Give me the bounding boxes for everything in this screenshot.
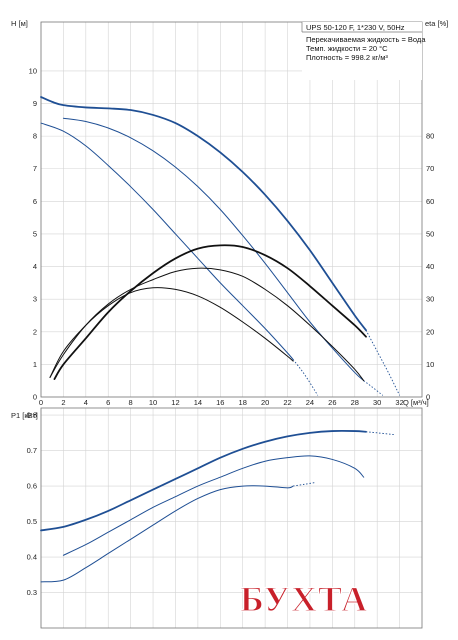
- y-tick-label: 0: [33, 393, 37, 402]
- y-tick-label: 1: [33, 360, 37, 369]
- x-tick-label: 6: [106, 398, 110, 407]
- density-info: Плотность = 998.2 кг/м³: [306, 53, 388, 62]
- x-tick-label: 26: [328, 398, 336, 407]
- x-tick-label: 32: [395, 398, 403, 407]
- eta-tick-label: 70: [426, 164, 434, 173]
- power-tick-label: 0.3: [27, 588, 37, 597]
- eta-tick-label: 30: [426, 295, 434, 304]
- power-curve-extension: [293, 482, 316, 487]
- power-curve: [62, 455, 365, 556]
- x-tick-label: 10: [149, 398, 157, 407]
- x-tick-label: 14: [194, 398, 202, 407]
- y-tick-label: 5: [33, 229, 37, 238]
- power-curve-extension: [365, 431, 395, 436]
- eta-tick-label: 60: [426, 197, 434, 206]
- x-tick-label: 28: [351, 398, 359, 407]
- power-curve: [40, 485, 294, 583]
- pump-model: UPS 50-120 F, 1*230 V, 50Hz: [306, 23, 405, 32]
- power-axis-label: P1 [кВт]: [11, 411, 38, 420]
- x-tick-label: 0: [39, 398, 43, 407]
- power-tick-label: 0.5: [27, 517, 37, 526]
- head-curve-extension: [292, 359, 319, 396]
- y-tick-label: 8: [33, 132, 37, 141]
- x-tick-label: 20: [261, 398, 269, 407]
- x-axis-label: Q [м³/ч]: [403, 398, 429, 407]
- liquid-info: Перекачиваемая жидкость = Вода: [306, 35, 426, 44]
- power-axis-ticks: 0.3 0.4 0.5 0.6 0.7 0.8: [27, 411, 37, 597]
- power-tick-label: 0.8: [27, 411, 37, 420]
- watermark-text: БУХТА: [240, 579, 368, 619]
- head-curve-extension: [365, 329, 400, 396]
- y-tick-label: 9: [33, 99, 37, 108]
- x-tick-label: 8: [129, 398, 133, 407]
- x-tick-label: 30: [373, 398, 381, 407]
- efficiency-curve: [49, 287, 294, 378]
- y-tick-label: 3: [33, 295, 37, 304]
- eta-axis-label: eta [%]: [425, 19, 448, 28]
- temperature-info: Темп. жидкости = 20 °C: [306, 44, 388, 53]
- eta-tick-label: 40: [426, 262, 434, 271]
- eta-tick-label: 80: [426, 132, 434, 141]
- eta-tick-label: 0: [426, 393, 430, 402]
- x-tick-label: 16: [216, 398, 224, 407]
- y-tick-label: 2: [33, 327, 37, 336]
- power-curve: [40, 430, 367, 532]
- y-tick-label: 4: [33, 262, 37, 271]
- efficiency-curve: [49, 267, 365, 382]
- y-tick-label: 7: [33, 164, 37, 173]
- eta-tick-label: 50: [426, 229, 434, 238]
- power-tick-label: 0.4: [27, 553, 37, 562]
- x-tick-label: 2: [61, 398, 65, 407]
- efficiency-curve: [53, 244, 367, 380]
- head-eta-curves: [40, 96, 400, 396]
- head-axis-ticks: 0 2 4 6 8 10 12 14 16 18 20 22 24 26 28 30 3201234567891…: [29, 66, 435, 407]
- eta-tick-label: 10: [426, 360, 434, 369]
- pump-info-box: UPS 50-120 F, 1*230 V, 50Hz Перекачиваем…: [301, 22, 426, 80]
- x-tick-label: 12: [171, 398, 179, 407]
- y-tick-label: 10: [29, 66, 37, 75]
- power-tick-label: 0.6: [27, 482, 37, 491]
- head-curve: [40, 96, 367, 332]
- x-tick-label: 18: [239, 398, 247, 407]
- x-tick-label: 22: [283, 398, 291, 407]
- y-tick-label: 6: [33, 197, 37, 206]
- x-tick-label: 24: [306, 398, 314, 407]
- buhta-watermark: БУХТА: [239, 578, 368, 619]
- power-tick-label: 0.7: [27, 446, 37, 455]
- x-tick-label: 4: [84, 398, 88, 407]
- y-axis-symbol: H [м]: [11, 19, 28, 28]
- eta-tick-label: 20: [426, 327, 434, 336]
- head-curve-extension: [363, 380, 384, 396]
- head-curve: [40, 122, 294, 360]
- power-curves: [40, 430, 395, 583]
